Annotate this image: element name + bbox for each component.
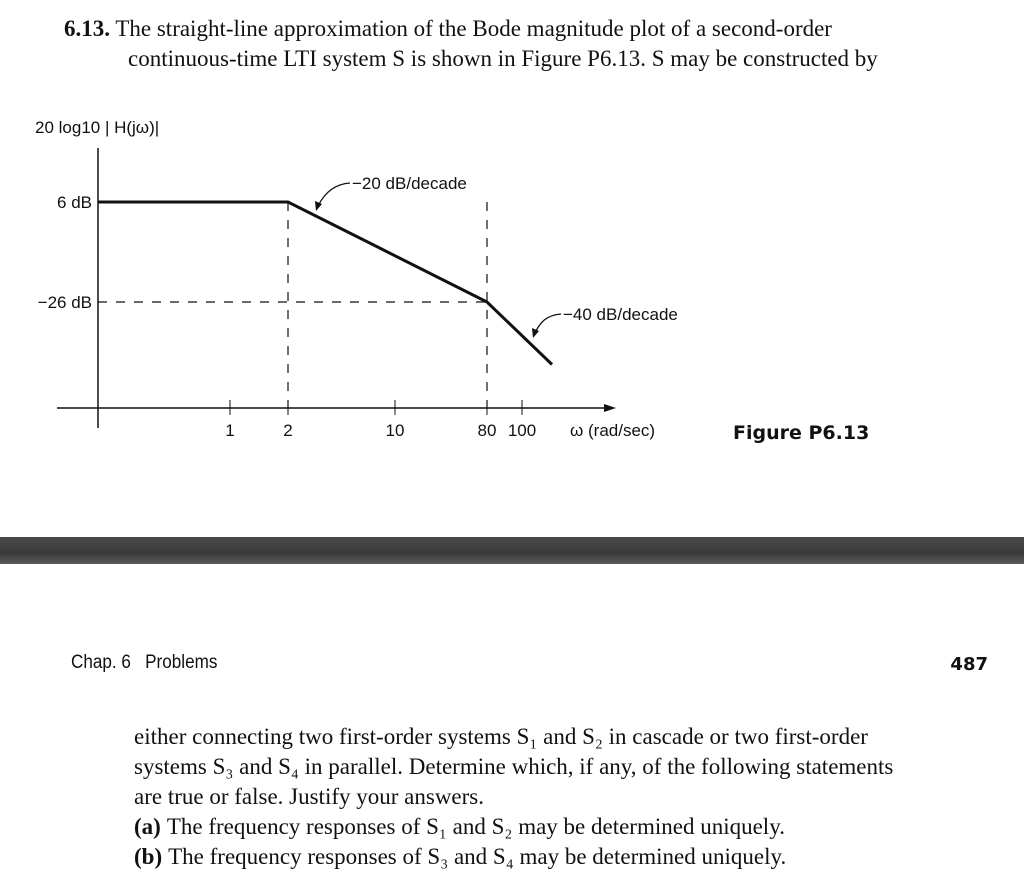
x-tick-label: 1 <box>225 421 234 440</box>
problem-line: continuous-time LTI system S is shown in… <box>128 46 878 71</box>
problem-statement: 6.13. The straight-line approximation of… <box>64 14 994 74</box>
page-number: 487 <box>950 654 988 675</box>
annotation-20db: −20 dB/decade <box>352 174 467 193</box>
part-text: The frequency responses of S₃ and S₄ may… <box>168 844 787 869</box>
x-axis-arrow <box>604 404 616 412</box>
part-label: (b) <box>134 844 163 869</box>
section-label: Problems <box>145 652 218 673</box>
annotation-arrow <box>534 313 562 334</box>
figure-caption: Figure P6.13 <box>733 422 870 444</box>
y-tick-label: 6 dB <box>57 193 92 212</box>
bode-magnitude-line <box>98 200 554 366</box>
y-tick-label: −26 dB <box>38 293 92 312</box>
part-text: The frequency responses of S₁ and S₂ may… <box>166 814 785 839</box>
page-separator <box>0 537 1024 564</box>
bode-plot: 20 log10 | H(jω)| 1 2 10 80 100 6 dB −26 dB −2… <box>35 118 678 440</box>
x-tick-label: 80 <box>478 421 497 440</box>
problem-number: 6.13. <box>64 16 110 41</box>
text-line: either connecting two first-order system… <box>134 724 868 749</box>
x-tick-label: 10 <box>386 421 405 440</box>
annotation-40db: −40 dB/decade <box>563 305 678 324</box>
text-line: systems S₃ and S₄ in parallel. Determine… <box>134 754 894 779</box>
x-tick-label: 2 <box>283 421 292 440</box>
part-b: (b) The frequency responses of S₃ and S₄ … <box>134 842 1004 872</box>
y-axis-label: 20 log10 | H(jω)| <box>35 118 159 137</box>
running-footer: Chap. 6 Problems <box>71 652 217 674</box>
part-label: (a) <box>134 814 161 839</box>
part-a: (a) The frequency responses of S₁ and S₂ … <box>134 812 1004 842</box>
annotation-arrow <box>317 182 351 207</box>
text-line: are true or false. Justify your answers. <box>134 784 484 809</box>
chapter-label: Chap. 6 <box>71 652 131 673</box>
x-tick-label: 100 <box>508 421 536 440</box>
problem-line: The straight-line approximation of the B… <box>115 16 832 41</box>
x-axis-label: ω (rad/sec) <box>570 421 655 440</box>
problem-continuation: either connecting two first-order system… <box>134 722 1004 872</box>
